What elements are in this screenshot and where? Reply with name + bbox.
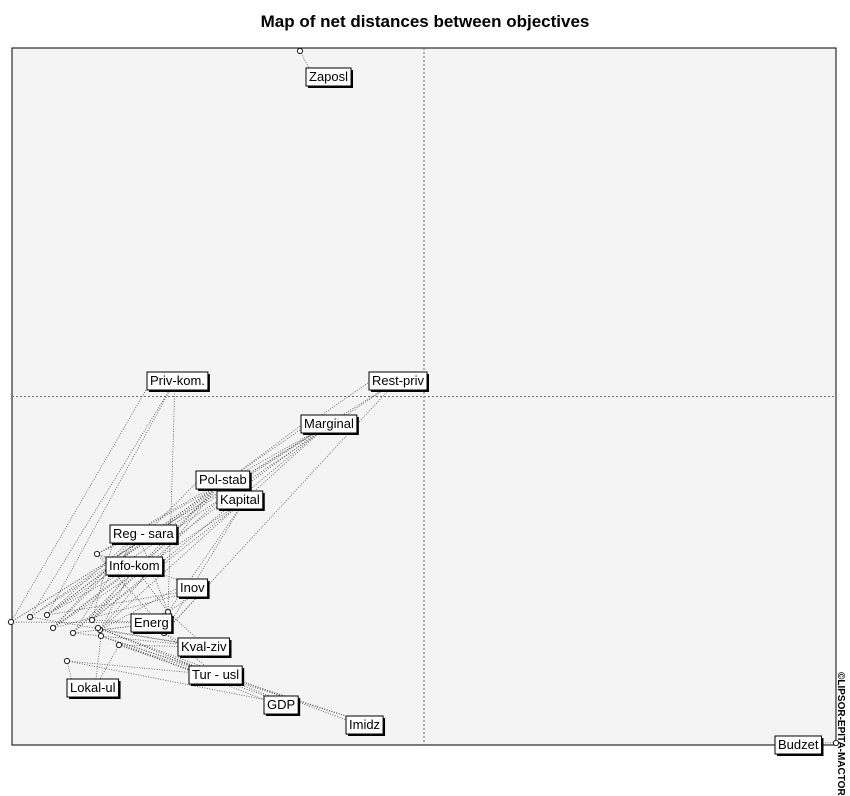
node-marker <box>94 624 102 632</box>
node-marker <box>97 632 105 640</box>
node-label: Budzet <box>774 735 824 756</box>
node-label: Tur - usl <box>188 665 245 686</box>
node-marker <box>26 613 34 621</box>
node-label-text: Lokal-ul <box>70 680 116 695</box>
node-label-text: Marginal <box>304 416 354 431</box>
link-line <box>29 423 330 618</box>
node-label: Energ <box>130 613 174 634</box>
node-label: Reg - sara <box>109 524 179 545</box>
node-label-box <box>300 414 358 434</box>
node-label-text: Rest-priv <box>372 373 425 388</box>
link-line <box>46 380 176 616</box>
link-line <box>46 479 225 616</box>
node-label: Marginal <box>300 414 359 435</box>
leader-line <box>46 420 308 616</box>
link-line <box>167 380 176 613</box>
node-label: Kval-ziv <box>177 637 232 658</box>
node-label-box <box>305 67 352 87</box>
node-label-box <box>345 715 384 735</box>
node-label-box <box>188 665 243 685</box>
node-label: Zaposl <box>305 67 354 88</box>
node-label-box <box>105 556 164 576</box>
leader-line <box>118 644 196 673</box>
node-marker <box>43 611 51 619</box>
link-line <box>118 644 375 726</box>
link-line <box>163 499 246 634</box>
node-label-box <box>66 678 120 698</box>
node-label-text: GDP <box>267 697 295 712</box>
node-label-box <box>146 371 209 391</box>
node-label-box <box>109 524 178 544</box>
link-line <box>96 479 225 555</box>
node-marker <box>93 550 101 558</box>
node-label: GDP <box>263 695 301 716</box>
node-label-box <box>216 490 264 510</box>
node-label-text: Reg - sara <box>113 526 174 541</box>
node-label: Imidz <box>345 715 386 736</box>
leader-line <box>52 476 203 629</box>
node-label-box <box>130 613 173 633</box>
node-marker <box>69 629 77 637</box>
chart-title: Map of net distances between objectives <box>260 12 590 31</box>
node-label: Info-kom <box>105 556 165 577</box>
node-label-text: Priv-kom. <box>150 373 205 388</box>
link-line <box>52 533 139 629</box>
node-label-box <box>177 637 231 657</box>
node-label-box <box>368 371 428 391</box>
leader-line <box>10 377 154 623</box>
node-marker <box>88 616 96 624</box>
leader-line <box>99 584 184 631</box>
leader-line <box>299 50 313 75</box>
node-marker <box>7 618 15 626</box>
link-line <box>46 533 139 616</box>
node-label: Lokal-ul <box>66 678 121 699</box>
link-line <box>46 587 206 616</box>
node-marker <box>49 624 57 632</box>
node-label: Pol-stab <box>195 470 252 491</box>
link-line <box>94 644 120 689</box>
leader-line <box>136 611 169 621</box>
node-label-box <box>774 735 822 755</box>
node-label-text: Tur - usl <box>192 667 239 682</box>
node-label-box <box>263 695 299 715</box>
node-label-text: Kapital <box>220 492 260 507</box>
node-marker <box>115 641 123 649</box>
node-label-text: Pol-stab <box>199 472 247 487</box>
link-line <box>72 479 225 634</box>
link-line <box>99 629 207 648</box>
node-marker <box>63 657 71 665</box>
link-line <box>91 479 225 621</box>
node-label: Rest-priv <box>368 371 430 392</box>
node-marker <box>296 47 304 55</box>
node-label-text: Kval-ziv <box>181 639 227 654</box>
node-label-box <box>176 578 209 598</box>
node-label-text: Inov <box>180 580 205 595</box>
distance-map: Zaposl Priv-kom. Rest-priv Marginal Pol-stab… <box>7 47 840 756</box>
link-line <box>72 622 160 634</box>
node-label-text: Energ <box>134 615 169 630</box>
node-label-text: Zaposl <box>309 69 348 84</box>
link-line <box>29 380 176 618</box>
copyright-label: ©LIPSOR-EPITA-MACTOR <box>835 672 846 796</box>
node-label-text: Budzet <box>778 737 819 752</box>
node-marker <box>832 739 840 747</box>
link-line <box>100 635 375 726</box>
leader-line <box>100 635 271 703</box>
node-label: Inov <box>176 578 210 599</box>
node-label: Kapital <box>216 490 265 511</box>
link-line <box>66 660 293 706</box>
node-label-box <box>195 470 251 490</box>
node-label-text: Imidz <box>349 717 380 732</box>
leader-line <box>91 530 117 621</box>
node-label-text: Info-kom <box>109 558 160 573</box>
node-label: Priv-kom. <box>146 371 210 392</box>
